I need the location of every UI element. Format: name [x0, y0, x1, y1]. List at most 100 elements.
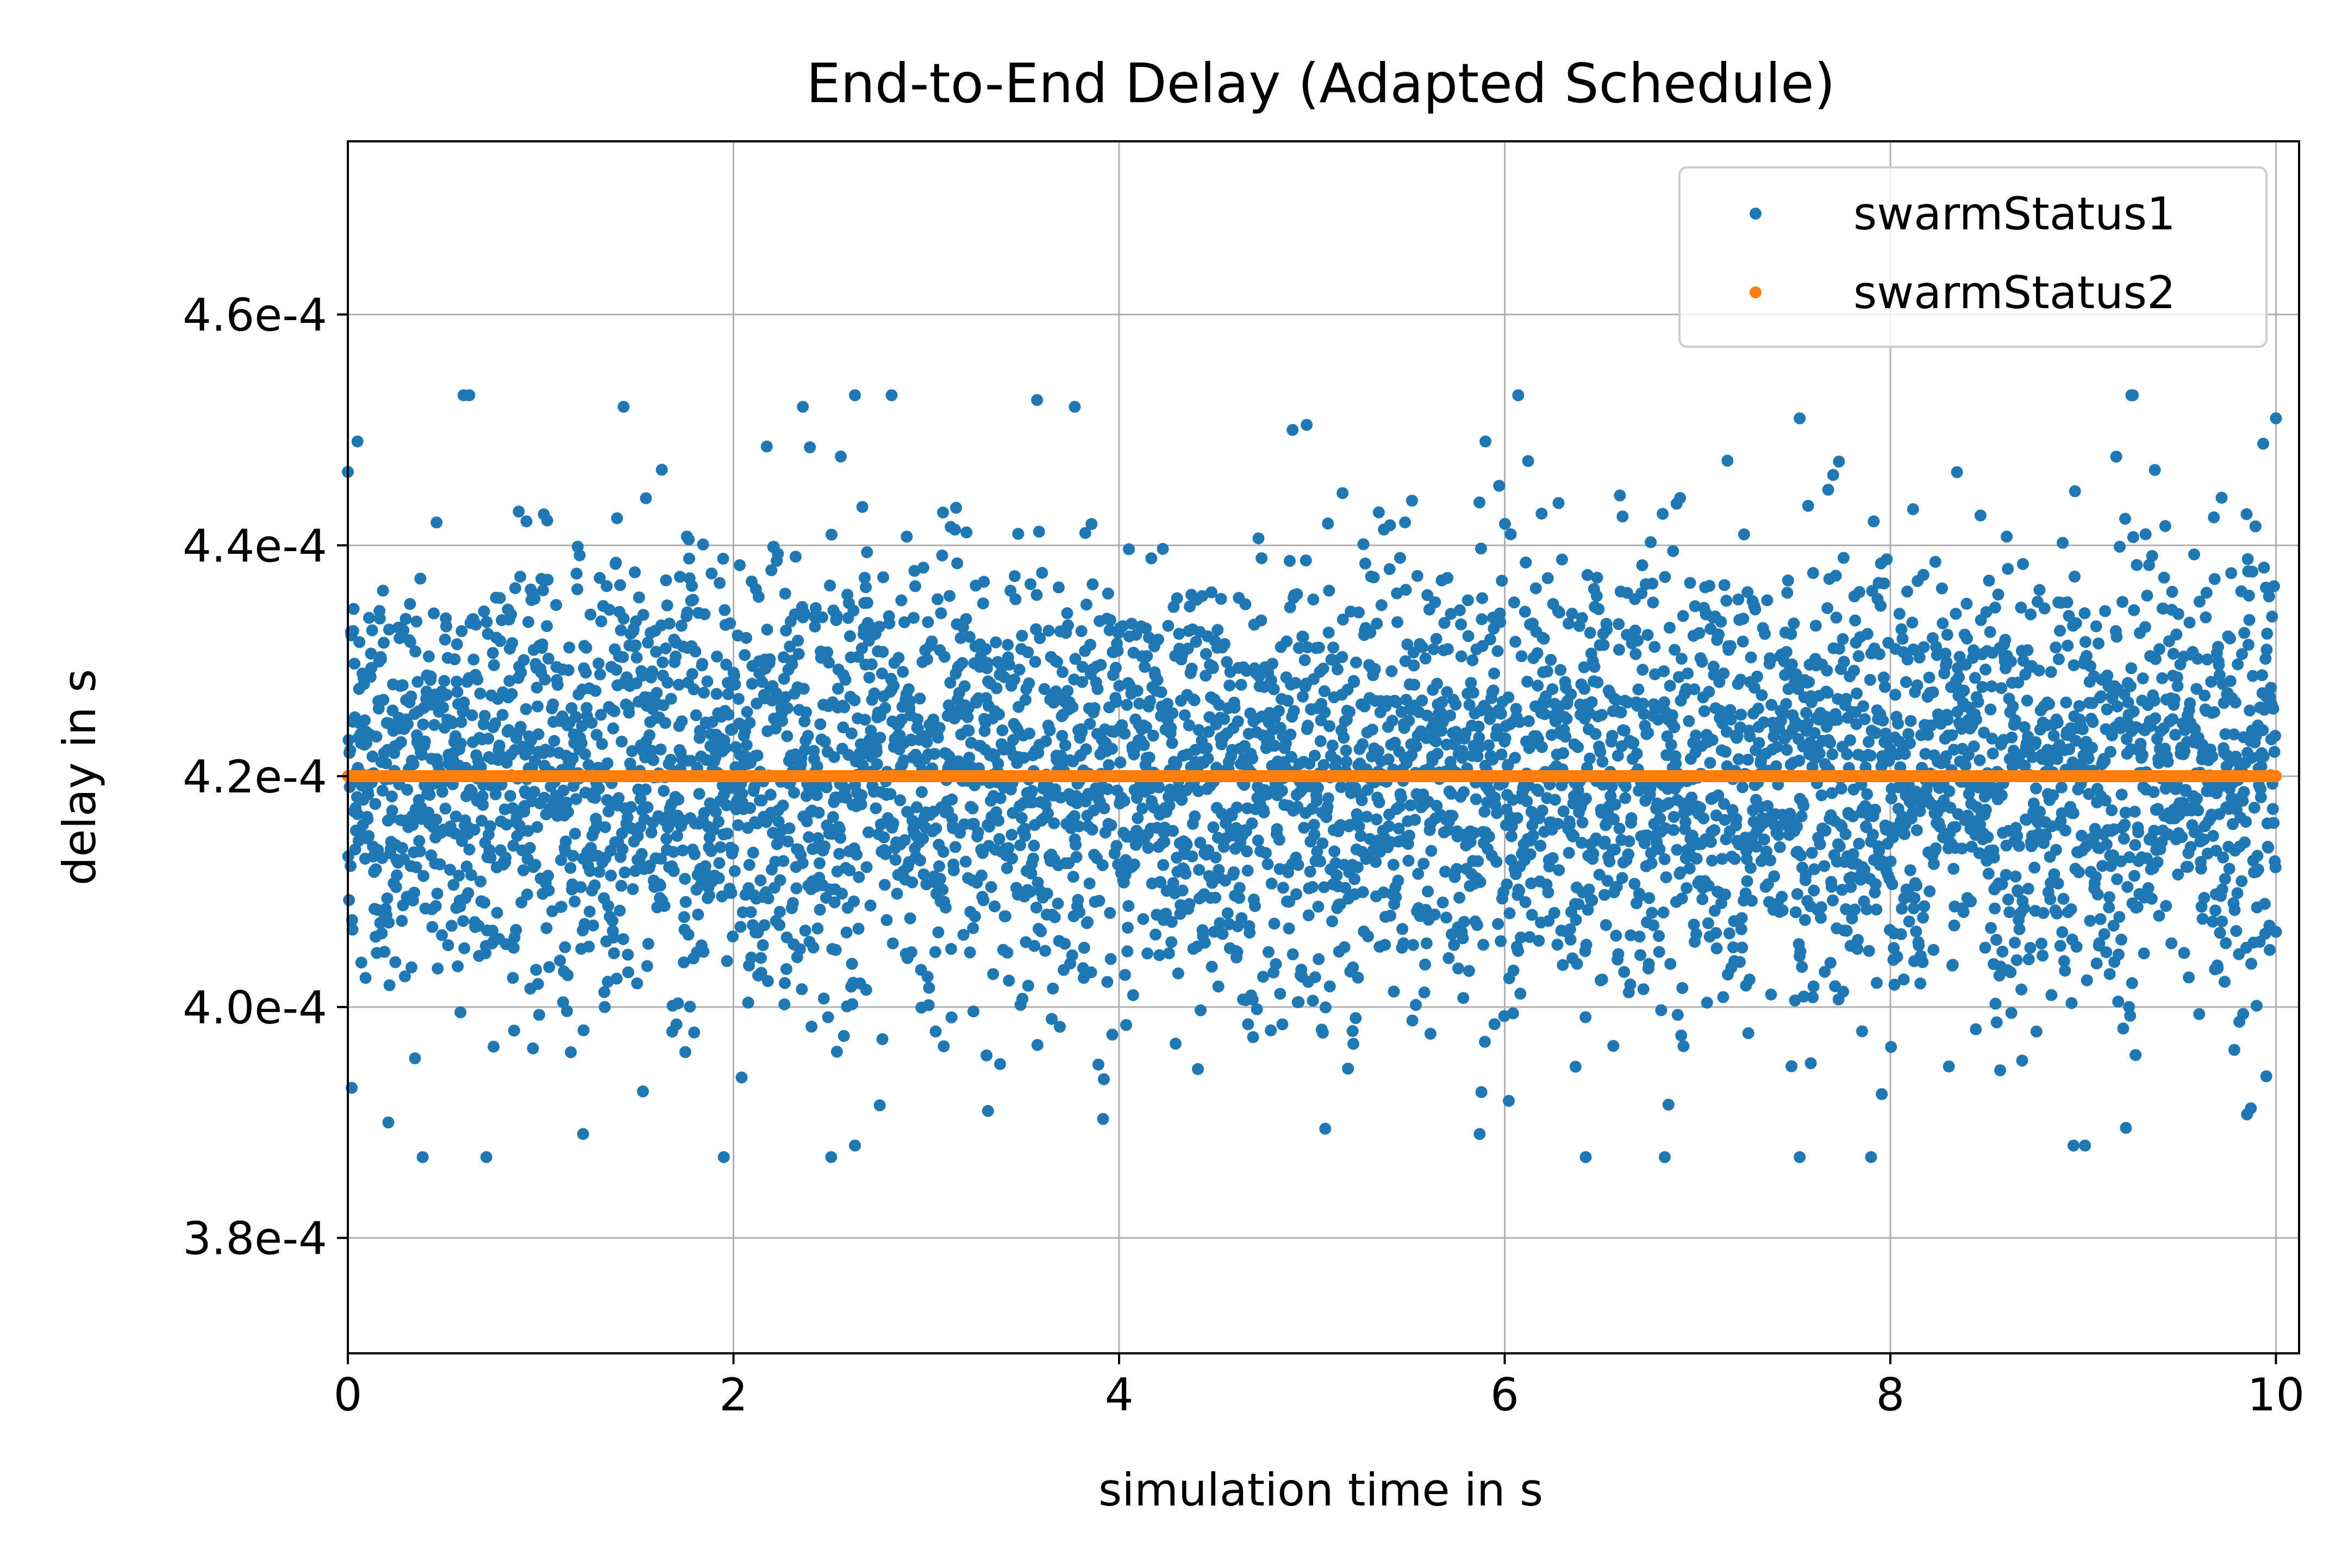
data-point [1563, 847, 1575, 859]
data-point [1936, 583, 1948, 595]
data-point [2021, 695, 2033, 707]
data-point [1943, 1060, 1955, 1072]
data-point [1953, 671, 1965, 683]
data-point [1039, 945, 1051, 957]
data-point [1316, 838, 1328, 849]
data-point [1061, 607, 1073, 619]
data-point [1369, 663, 1381, 675]
data-point [2024, 942, 2036, 954]
data-point [1172, 967, 1184, 979]
data-point [1057, 666, 1069, 678]
data-point [1821, 665, 1833, 677]
data-point [1347, 1038, 1359, 1050]
data-point [1455, 619, 1467, 630]
data-point [430, 516, 442, 528]
data-point [1471, 919, 1483, 931]
data-point [1672, 1009, 1684, 1021]
data-point [1702, 917, 1714, 929]
data-point [1462, 595, 1474, 607]
data-point [1463, 630, 1475, 642]
data-point [2170, 628, 2182, 640]
data-point [471, 673, 483, 685]
data-point [2068, 659, 2080, 671]
data-point [386, 790, 398, 802]
data-point [1703, 686, 1715, 698]
data-point [1552, 818, 1564, 830]
data-point [1327, 740, 1339, 752]
data-point [1793, 755, 1805, 767]
data-point [2037, 949, 2049, 961]
data-point [2052, 878, 2064, 890]
data-point [1388, 985, 1400, 997]
data-point [689, 646, 701, 658]
data-point [1192, 1063, 1204, 1075]
data-point [834, 832, 846, 844]
data-point [377, 694, 389, 706]
data-point [1189, 695, 1201, 707]
data-point [348, 603, 360, 615]
data-point [2031, 1026, 2043, 1038]
data-point [1653, 930, 1665, 942]
data-point [670, 651, 682, 663]
data-point [2134, 738, 2146, 750]
data-point [479, 710, 491, 722]
data-point [655, 744, 667, 755]
data-point [1080, 744, 1092, 755]
data-point [1092, 683, 1104, 695]
data-point [533, 728, 545, 740]
data-point [1694, 802, 1706, 814]
data-point [1358, 538, 1370, 550]
data-point [2188, 548, 2200, 560]
data-point [2127, 531, 2139, 543]
data-point [1323, 585, 1335, 597]
data-point [348, 658, 360, 670]
data-point [679, 873, 691, 885]
data-point [1551, 939, 1563, 951]
data-point [1456, 651, 1468, 663]
data-point [2259, 898, 2271, 910]
data-point [705, 567, 717, 579]
data-point [610, 664, 622, 676]
data-point [417, 870, 429, 882]
data-point [1477, 939, 1489, 951]
data-point [1877, 715, 1889, 727]
data-point [1103, 759, 1115, 771]
data-point [2252, 864, 2264, 876]
data-point [2035, 938, 2047, 949]
data-point [1307, 995, 1319, 1007]
data-point [1874, 648, 1885, 660]
data-point [1993, 589, 2004, 601]
data-point [344, 745, 356, 757]
data-point [1269, 740, 1281, 752]
data-point [687, 594, 699, 606]
data-point [1206, 961, 1218, 973]
data-point [1618, 966, 1630, 978]
data-point [599, 1001, 611, 1013]
data-point [1049, 911, 1061, 923]
data-point [614, 579, 626, 591]
data-point [956, 657, 968, 669]
data-point [2153, 910, 2165, 922]
data-point [871, 746, 883, 758]
data-point [1980, 804, 1992, 816]
data-point [1600, 919, 1612, 931]
data-point [2116, 789, 2128, 801]
data-point [2238, 786, 2250, 798]
data-point [637, 1085, 649, 1097]
data-point [1808, 885, 1820, 897]
data-point [1589, 661, 1601, 673]
data-point [1029, 656, 1041, 668]
data-point [1523, 715, 1535, 727]
data-point [1186, 851, 1198, 863]
data-point [622, 949, 634, 961]
data-point [524, 842, 536, 854]
data-point [1565, 689, 1577, 701]
data-point [1853, 838, 1865, 849]
data-point [860, 582, 872, 594]
data-point [2015, 602, 2027, 614]
data-point [2132, 901, 2144, 913]
data-point [377, 585, 389, 597]
data-point [1499, 518, 1511, 530]
data-point [1959, 760, 1971, 772]
data-point [1911, 824, 1923, 836]
